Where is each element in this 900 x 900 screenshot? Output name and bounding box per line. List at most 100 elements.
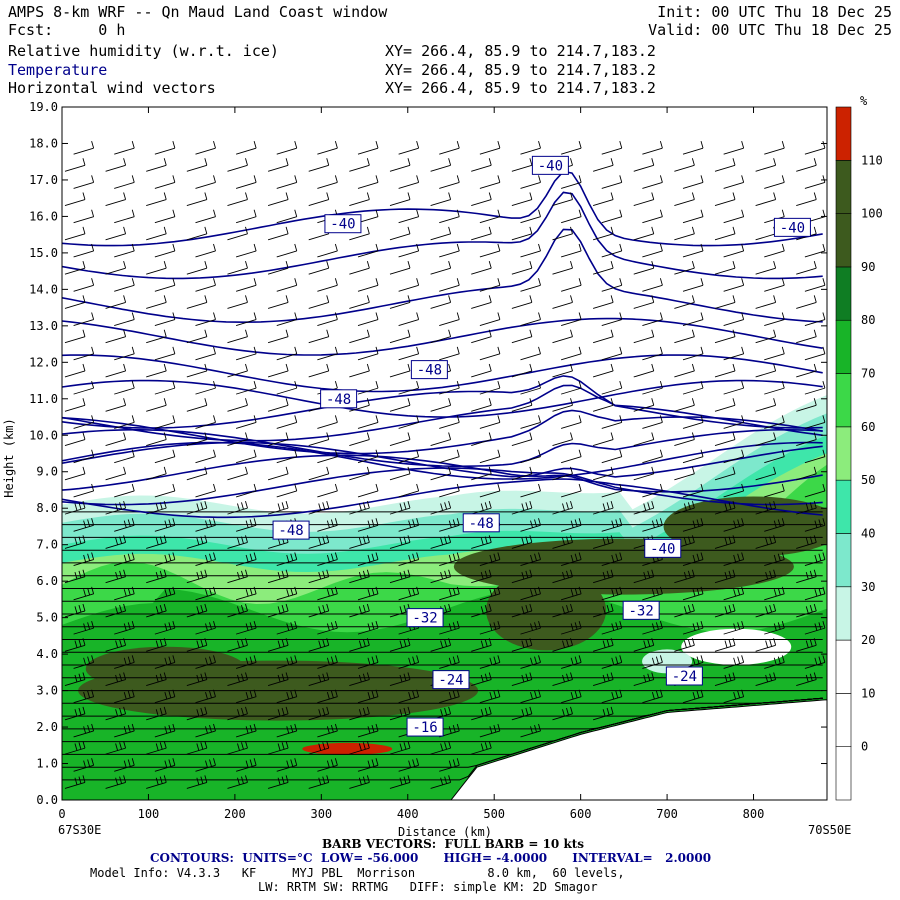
wind-barb (723, 353, 744, 361)
wind-barb-flag (732, 432, 736, 440)
wind-barb-flag (159, 605, 163, 613)
wind-barb-flag (602, 571, 606, 580)
colorbar-segment (835, 160, 852, 214)
wind-barb-flag (277, 709, 281, 717)
wind-barb (439, 216, 460, 224)
wind-barb (479, 730, 501, 738)
wind-barb (267, 439, 289, 446)
wind-barb (723, 559, 744, 566)
wind-barb-flag (741, 175, 745, 183)
wind-barb (682, 524, 704, 532)
wind-barb-flag (480, 606, 484, 614)
wind-barb-flag (318, 571, 322, 580)
wind-barb-flag (403, 570, 407, 579)
wind-barb-flag (484, 605, 488, 613)
wind-barb-flag (172, 175, 176, 183)
wind-barb-flag (168, 553, 172, 561)
wind-barb-flag (480, 674, 484, 683)
colorbar-segment (835, 746, 852, 801)
isotherm-upper (62, 191, 823, 280)
contour-label-box (665, 666, 703, 686)
wind-barb (471, 713, 492, 721)
wind-barb-flag (416, 518, 420, 526)
wind-barb (804, 387, 826, 395)
wind-barb-flag (456, 346, 460, 354)
wind-barb (357, 764, 379, 772)
wind-barb (267, 267, 289, 275)
wind-barb-flag (692, 623, 696, 631)
wind-barb (642, 181, 663, 189)
wind-barb-flag (602, 537, 606, 545)
wind-barb (552, 404, 573, 412)
wind-barb (267, 370, 289, 378)
wind-barb-flag (123, 706, 127, 714)
wind-barb (276, 627, 297, 635)
wind-barb (146, 404, 167, 412)
wind-barb (398, 250, 419, 258)
wind-barb (195, 490, 216, 498)
wind-barb-flag (484, 707, 488, 716)
wind-barb-flag (643, 640, 647, 648)
wind-barb-flag (570, 363, 573, 372)
wind-barb (357, 490, 379, 498)
wind-barb-flag (412, 690, 416, 699)
wind-barb (235, 319, 257, 326)
wind-barb-flag (452, 656, 456, 664)
wind-barb-flag (773, 657, 777, 665)
wind-barb-flag (683, 571, 687, 580)
wind-barb (714, 576, 736, 584)
wind-barb-flag (249, 519, 253, 527)
wind-barb (511, 336, 532, 344)
wind-barb (267, 610, 289, 618)
wind-barb-flag (326, 638, 330, 646)
wind-barb-flag (574, 553, 578, 561)
wind-barb-flag (115, 640, 119, 648)
wind-barb (796, 301, 817, 309)
wind-barb-flag (83, 623, 87, 631)
wind-barb-flag (237, 777, 240, 785)
wind-barb-flag (407, 432, 411, 440)
wind-barb-flag (570, 520, 574, 528)
wind-barb-flag (538, 723, 541, 732)
wind-barb-flag (204, 501, 208, 509)
wind-barb-flag (456, 312, 460, 320)
wind-barb (267, 404, 289, 412)
wind-barb (235, 216, 257, 224)
wind-barb (105, 747, 126, 755)
wind-barb-flag (818, 587, 822, 596)
wind-barb-flag (366, 706, 370, 714)
wind-barb-flag (773, 432, 777, 440)
wind-barb (561, 421, 582, 429)
wind-barb-flag (74, 743, 78, 751)
wind-barb-flag (245, 623, 249, 631)
wind-barb-flag (204, 466, 208, 474)
wind-barb (511, 370, 532, 378)
wind-barb-flag (249, 656, 253, 664)
wind-barb-flag (732, 672, 736, 680)
wind-barb-flag (773, 466, 777, 474)
wind-barb (755, 541, 776, 549)
wind-barb (64, 267, 86, 275)
wind-barb (235, 559, 257, 566)
wind-barb (186, 233, 207, 241)
wind-barb-flag (659, 655, 663, 663)
wind-barb-flag (683, 503, 687, 511)
wind-barb-flag (448, 432, 452, 440)
wind-barb-flag (277, 606, 281, 614)
wind-barb-flag (91, 483, 95, 492)
wind-barb (398, 421, 419, 429)
wind-barb (592, 610, 614, 618)
wind-barb-flag (318, 606, 322, 614)
wind-barb-flag (781, 518, 785, 526)
wind-barb (195, 250, 216, 258)
wind-barb (276, 387, 297, 395)
wind-barb-flag (732, 295, 736, 303)
wind-barb (349, 747, 370, 755)
wind-barb (398, 559, 419, 566)
wind-barb-flag (163, 192, 167, 200)
wind-barb-flag (83, 554, 87, 563)
wind-barb (349, 267, 370, 275)
wind-barb-flag (326, 691, 330, 700)
wind-barb-flag (399, 606, 403, 614)
wind-barb (511, 473, 532, 481)
